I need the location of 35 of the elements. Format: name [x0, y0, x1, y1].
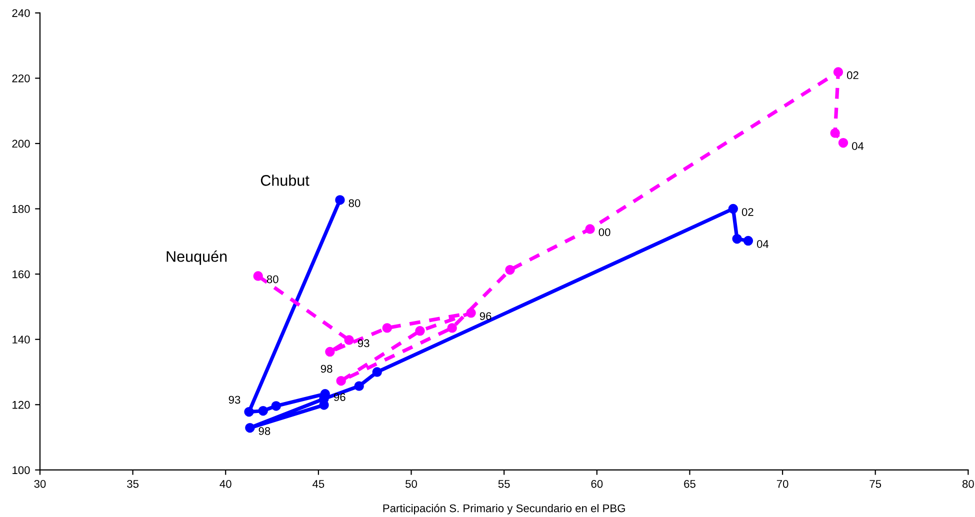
- annotation: 98: [258, 427, 270, 435]
- annotation: 80: [266, 275, 278, 284]
- y-tick-label: 140: [12, 336, 30, 344]
- x-axis-title: Participación S. Primario y Secundario en el PBG: [383, 504, 625, 514]
- x-tick-label: 30: [34, 480, 46, 488]
- annotation: 96: [334, 393, 346, 402]
- x-tick-label: 80: [962, 480, 974, 488]
- y-tick-label: 240: [12, 9, 30, 18]
- y-tick-label: 220: [12, 74, 30, 82]
- x-tick-label: 45: [312, 480, 324, 488]
- x-tick-label: 60: [591, 480, 603, 488]
- annotation: 93: [228, 396, 240, 404]
- y-tick-label: 100: [12, 466, 30, 474]
- x-tick-label: 55: [498, 480, 510, 488]
- series-label: Neuquén: [166, 250, 227, 265]
- x-tick-label: 35: [127, 480, 139, 488]
- x-tick-label: 65: [684, 480, 696, 488]
- y-tick-label: 180: [12, 205, 30, 213]
- x-tick-label: 40: [220, 480, 232, 488]
- annotation: 93: [358, 339, 370, 348]
- annotation: 02: [742, 208, 754, 216]
- annotation: 00: [598, 228, 610, 236]
- annotation: 98: [320, 364, 332, 373]
- annotation: 04: [852, 142, 864, 150]
- x-tick-label: 50: [406, 480, 417, 488]
- annotation: 80: [348, 199, 360, 208]
- x-tick-label: 70: [776, 480, 788, 488]
- x-tick-label: 75: [870, 480, 882, 488]
- series-label: Chubut: [260, 174, 310, 186]
- annotation: 96: [480, 312, 492, 320]
- y-tick-label: 200: [12, 140, 30, 148]
- annotation: 02: [846, 71, 858, 80]
- annotation: 04: [756, 240, 769, 248]
- y-tick-label: 120: [12, 400, 30, 409]
- y-tick-label: 160: [12, 270, 30, 278]
